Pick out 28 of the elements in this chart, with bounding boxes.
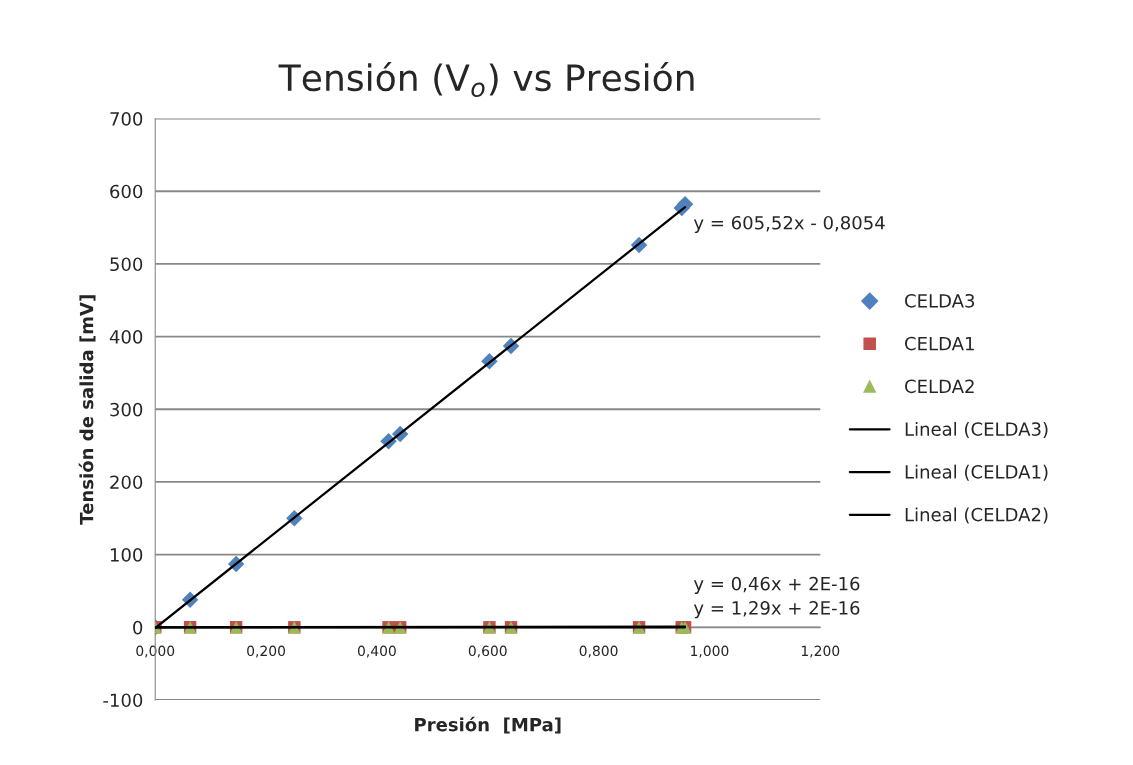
x-tick-label: 1,000 <box>691 645 729 658</box>
chart-title: Tensión (V$_{o}$) vs Presión <box>278 61 694 98</box>
y-tick-label: 200 <box>110 475 143 490</box>
y-tick-label: -100 <box>103 693 143 708</box>
x-tick-label: 1,200 <box>801 645 840 658</box>
legend-label: CELDA1 <box>905 336 974 351</box>
x-tick-label: 0,000 <box>136 645 175 658</box>
legend-label: Lineal (CELDA3) <box>905 421 1048 439</box>
legend-label: CELDA2 <box>905 379 974 394</box>
annotation: y = 1,29x + 2E-16 <box>693 601 860 619</box>
y-tick-label: 600 <box>110 184 143 199</box>
x-axis-title: Presión [MPa] <box>415 716 561 734</box>
y-tick-label: 400 <box>109 330 143 344</box>
y-tick-label: 0 <box>133 620 143 635</box>
y-axis-title: Tensión de salida [mV] <box>78 295 96 525</box>
x-tick-label: 0,400 <box>357 645 396 658</box>
y-tick-label: 300 <box>110 402 143 417</box>
y-tick-label: 100 <box>110 548 143 562</box>
y-tick-label: 500 <box>110 257 143 272</box>
annotation: y = 0,46x + 2E-16 <box>693 576 860 594</box>
legend-label: Lineal (CELDA1) <box>905 464 1048 481</box>
legend-label: CELDA3 <box>905 293 975 308</box>
x-tick-label: 0,800 <box>579 645 618 658</box>
legend-label: Lineal (CELDA2) <box>905 507 1048 524</box>
annotation: y = 605,52x - 0,8054 <box>693 215 885 234</box>
y-tick-label: 700 <box>110 112 143 126</box>
x-tick-label: 0,200 <box>247 645 286 658</box>
x-tick-label: 0,600 <box>468 645 507 658</box>
